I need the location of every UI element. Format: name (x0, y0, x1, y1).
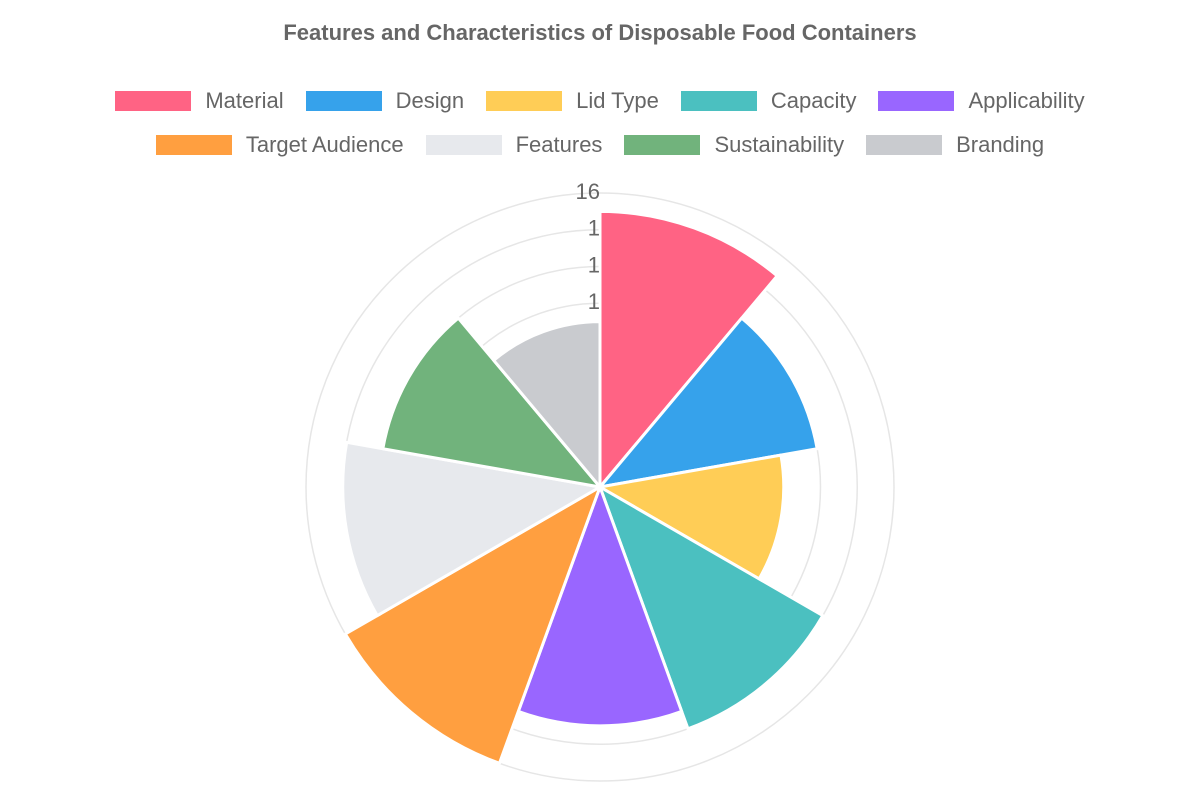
legend-item-material[interactable]: Material (115, 88, 284, 114)
legend-label: Capacity (770, 88, 857, 113)
segment-material[interactable] (598, 209, 779, 489)
segment-features[interactable] (341, 440, 602, 618)
chart-segments (341, 209, 825, 765)
legend-swatch (305, 91, 382, 111)
legend-swatch (624, 135, 701, 155)
segment-sustainability[interactable] (381, 316, 602, 489)
legend-row-2: Target Audience Features Sustainability … (0, 128, 1200, 162)
legend-item-branding[interactable]: Branding (866, 132, 1044, 158)
legend-item-target-audience[interactable]: Target Audience (155, 132, 404, 158)
legend-swatch (866, 135, 943, 155)
legend-label: Sustainability (714, 132, 845, 157)
legend-label: Features (515, 132, 603, 157)
legend-label: Material (205, 88, 284, 113)
chart-title: Features and Characteristics of Disposab… (283, 20, 917, 45)
legend-item-applicability[interactable]: Applicability (878, 88, 1085, 114)
legend-item-capacity[interactable]: Capacity (680, 88, 857, 114)
legend-item-lid-type[interactable]: Lid Type (486, 88, 659, 114)
legend-swatch (680, 91, 757, 111)
legend-label: Design (395, 88, 465, 113)
tick-label: 1 (588, 289, 600, 314)
radial-axis-ticks: 16 1 1 1 (576, 179, 600, 314)
legend-swatch (115, 91, 192, 111)
legend-item-sustainability[interactable]: Sustainability (624, 132, 844, 158)
segment-branding[interactable] (492, 320, 602, 489)
segment-capacity[interactable] (598, 485, 825, 731)
tick-label: 1 (588, 252, 600, 277)
legend-swatch (486, 91, 563, 111)
legend-label: Applicability (968, 88, 1085, 113)
segment-design[interactable] (598, 316, 819, 489)
legend-swatch (425, 135, 502, 155)
legend-label: Target Audience (245, 132, 404, 157)
legend-label: Lid Type (576, 88, 659, 113)
legend-row-1: Material Design Lid Type Capacity Applic… (0, 84, 1200, 118)
tick-label: 1 (588, 216, 600, 241)
segment-lid-type[interactable] (598, 453, 786, 581)
legend-item-features[interactable]: Features (425, 132, 603, 158)
legend-swatch (878, 91, 955, 111)
legend-item-design[interactable]: Design (305, 88, 465, 114)
grid-ring (305, 192, 895, 782)
legend-swatch (155, 135, 232, 155)
chart-legend: Material Design Lid Type Capacity Applic… (0, 84, 1200, 172)
segment-applicability[interactable] (516, 485, 684, 728)
legend-label: Branding (956, 132, 1045, 157)
segment-target-audience[interactable] (343, 485, 602, 765)
tick-label: 16 (576, 179, 600, 204)
